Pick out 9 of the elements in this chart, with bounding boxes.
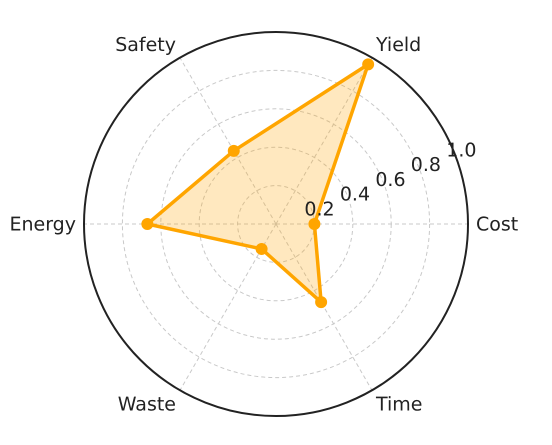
y-tick-label: 0.4 [340, 184, 370, 206]
spoke-label: Yield [375, 34, 422, 56]
spoke-label: Safety [115, 34, 176, 56]
y-tick-label: 0.8 [410, 154, 442, 176]
spoke-label: Cost [476, 214, 518, 236]
spoke-label: Time [375, 394, 422, 416]
y-tick-label: 0.6 [375, 168, 406, 191]
spoke-label: Waste [118, 394, 176, 416]
spoke-label: Energy [9, 214, 76, 236]
